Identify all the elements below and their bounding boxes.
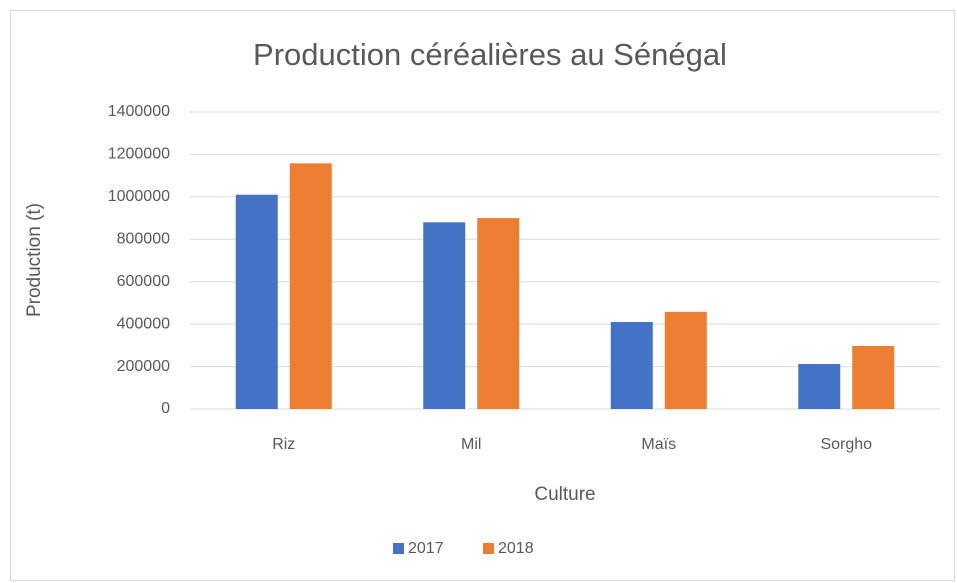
bar xyxy=(235,194,278,409)
bar xyxy=(852,345,895,409)
bar xyxy=(610,322,653,409)
y-tick-label: 600000 xyxy=(117,273,170,290)
legend-label: 2017 xyxy=(408,540,444,557)
bar xyxy=(664,311,707,409)
bar xyxy=(423,222,466,409)
x-tick-label: Mil xyxy=(461,436,481,453)
bar xyxy=(798,364,841,409)
x-tick-label: Riz xyxy=(272,436,295,453)
x-axis-title: Culture xyxy=(534,484,595,505)
x-tick-label: Sorgho xyxy=(820,436,872,453)
y-tick-label: 200000 xyxy=(117,358,170,375)
y-tick-label: 800000 xyxy=(117,231,170,248)
y-axis-title: Production (t) xyxy=(24,203,45,317)
legend-swatch xyxy=(393,543,404,554)
y-tick-label: 1200000 xyxy=(108,146,170,163)
legend-swatch xyxy=(483,543,494,554)
legend-label: 2018 xyxy=(498,540,534,557)
y-tick-label: 1000000 xyxy=(108,188,170,205)
bar xyxy=(289,163,332,409)
y-tick-label: 0 xyxy=(161,400,170,417)
y-tick-label: 1400000 xyxy=(108,103,170,120)
y-tick-label: 400000 xyxy=(117,315,170,332)
x-tick-label: Maïs xyxy=(641,436,676,453)
bar xyxy=(477,218,520,409)
chart-title: Production céréalières au Sénégal xyxy=(253,37,727,72)
